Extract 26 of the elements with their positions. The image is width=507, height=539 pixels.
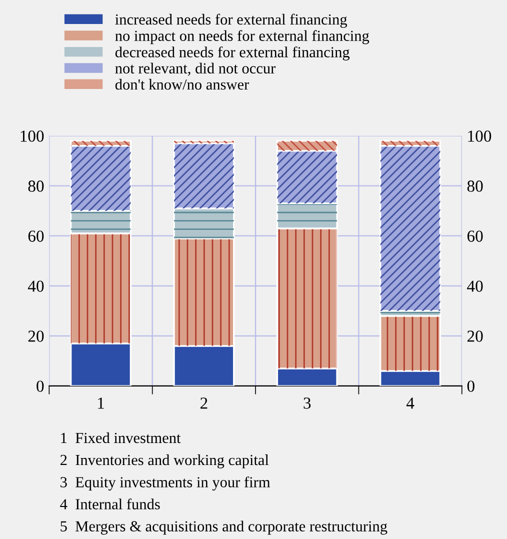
text: 4 Internal funds	[60, 498, 160, 510]
y-tick-label: 20	[28, 330, 44, 342]
y-tick-label: 40	[28, 280, 44, 292]
legend-label: decreased needs for external financing	[115, 46, 350, 60]
y-tick-label: 0	[36, 380, 44, 392]
legend-label: don't know/no answer	[115, 78, 250, 90]
text: 3 Equity investments in your firm	[60, 476, 270, 491]
legend-label: not relevant, did not occur	[115, 62, 276, 76]
y-tick-label: 80	[28, 180, 44, 192]
y2-tick-label: 40	[467, 280, 483, 292]
x-tick-label: 3	[304, 398, 311, 409]
y2-tick-label: 0	[467, 380, 474, 392]
legend-label: increased needs for external financing	[115, 14, 348, 28]
x-tick-label: 4	[406, 398, 414, 409]
y2-tick-label: 80	[467, 180, 483, 192]
y2-tick-label: 100	[468, 130, 492, 142]
text: 5 Mergers & acquisitions and corporate restructuring	[60, 520, 388, 535]
y-tick-label: 60	[28, 230, 44, 242]
y2-tick-label: 20	[467, 330, 483, 342]
x-tick-label: 2	[200, 398, 208, 409]
y2-tick-label: 60	[467, 230, 483, 242]
y-tick-label: 100	[20, 130, 44, 142]
x-tick-label: 1	[98, 398, 104, 409]
text: 1 Fixed investment	[61, 432, 181, 444]
text: 2 Inventories and working capital	[60, 454, 269, 468]
legend-label: no impact on needs for external financing	[115, 30, 370, 44]
